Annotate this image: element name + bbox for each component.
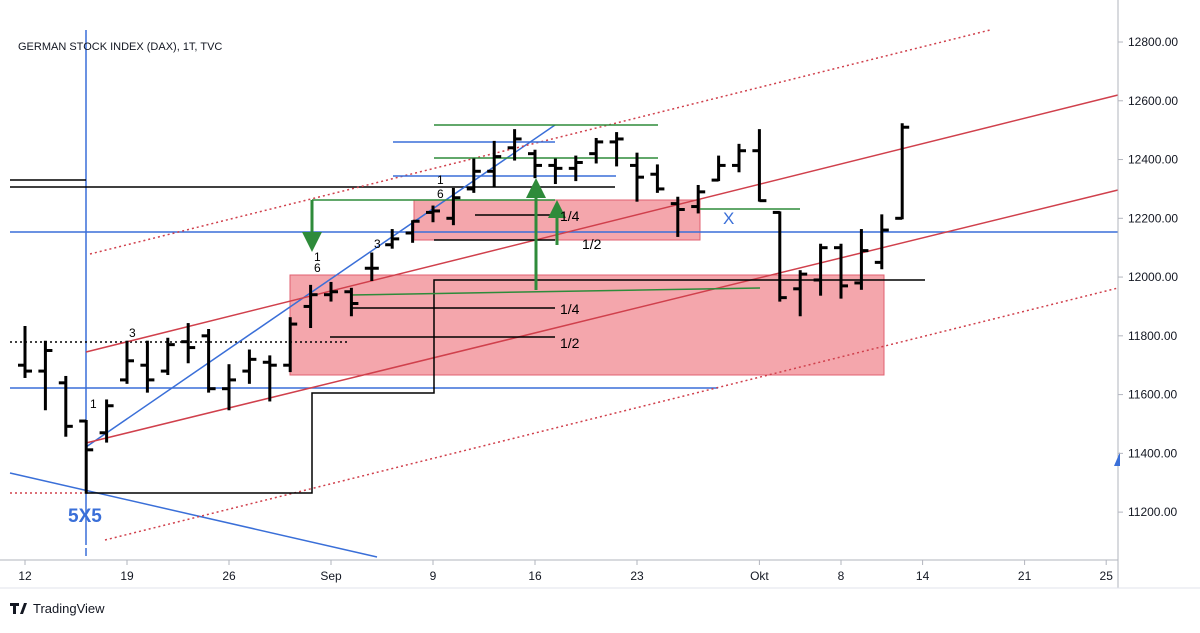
arrow-head (302, 232, 322, 252)
x-tick-label: 26 (222, 569, 236, 583)
annotation: 3 (374, 237, 381, 251)
x-tick-label: 19 (120, 569, 134, 583)
channel-line (85, 189, 1119, 444)
channel-line (85, 94, 1119, 353)
y-tick-label: 12800.00 (1128, 35, 1178, 49)
logo-icon (10, 603, 27, 614)
price-marker (1114, 452, 1120, 466)
brand: TradingView (33, 601, 105, 616)
x-tick-label: Okt (750, 569, 769, 583)
annotation: 1/4 (560, 208, 580, 224)
level-line (349, 287, 761, 296)
y-tick-label: 12200.00 (1128, 211, 1178, 225)
y-tick-label: 11400.00 (1128, 446, 1177, 460)
step-line (86, 279, 925, 494)
annotation: 1 (90, 397, 97, 411)
annotations: 1/4 1/2 1/4 1/2 X 5X5 1 3 1 6 3 1 6 (68, 173, 734, 527)
x-tick-label: 21 (1018, 569, 1032, 583)
x-tick-label: 8 (838, 569, 845, 583)
drawings (9, 29, 1119, 558)
y-tick-label: 11600.00 (1128, 388, 1177, 402)
x-tick-label: 12 (18, 569, 32, 583)
trend-line (85, 124, 556, 448)
x-tick-label: Sep (320, 569, 342, 583)
y-tick-label: 11200.00 (1128, 505, 1177, 519)
x-tick-label: 16 (528, 569, 542, 583)
x-tick-label: 9 (430, 569, 437, 583)
annotation: 1 (437, 173, 444, 187)
y-tick-label: 12600.00 (1128, 94, 1178, 108)
channel-line (104, 287, 1119, 541)
arrow-head (526, 178, 546, 198)
arrow-head (548, 200, 566, 218)
annotation: X (723, 209, 734, 228)
chart-title: GERMAN STOCK INDEX (DAX), 1T, TVC (18, 41, 222, 53)
annotation: 1/4 (560, 301, 580, 317)
y-tick-label: 11800.00 (1128, 329, 1177, 343)
bars (18, 123, 910, 494)
annotation: 1/2 (560, 335, 580, 351)
annotation: 6 (314, 261, 321, 275)
y-tick-label: 12400.00 (1128, 153, 1178, 167)
logo: TradingView (10, 601, 105, 616)
annotation: 1/2 (582, 236, 602, 252)
annotation: 3 (129, 326, 136, 340)
annotation: 6 (437, 187, 444, 201)
x-tick-label: 14 (916, 569, 930, 583)
x-tick-label: 23 (630, 569, 644, 583)
x-tick-label: 25 (1100, 569, 1114, 583)
y-tick-label: 12000.00 (1128, 270, 1178, 284)
annotation: 1 (314, 250, 321, 264)
annotation: 5X5 (68, 506, 102, 527)
trend-line (9, 472, 378, 558)
